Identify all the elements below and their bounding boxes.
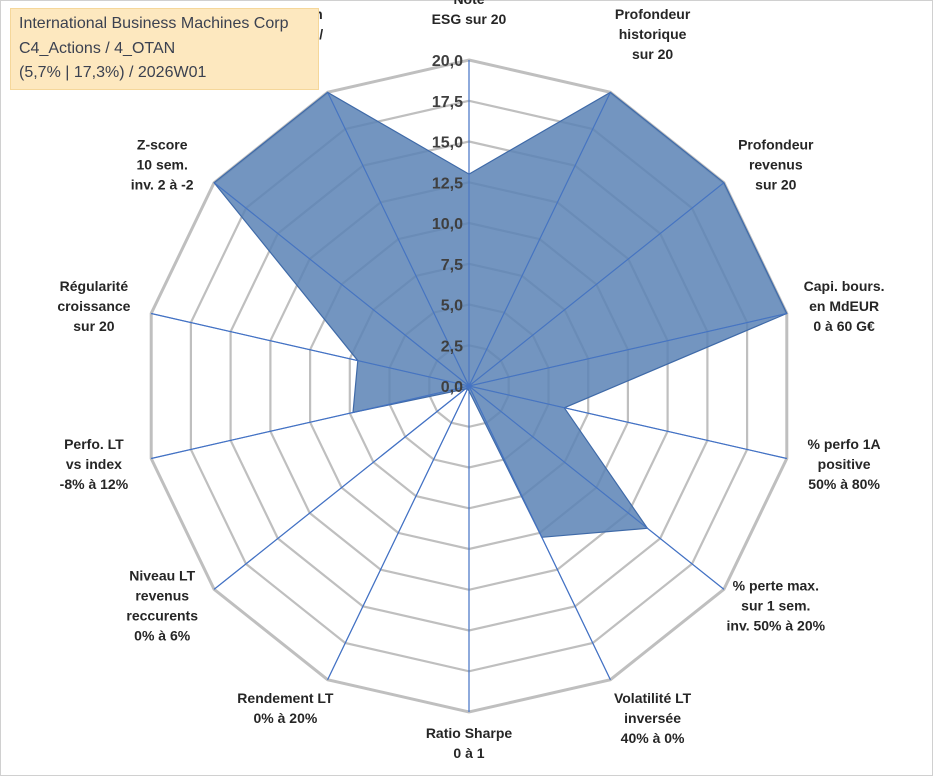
spoke-overlay-6 bbox=[468, 385, 611, 680]
axis-label-8-line-1: 0% à 20% bbox=[253, 710, 317, 726]
axis-label-10-line-0: Perfo. LT bbox=[64, 436, 124, 452]
tick-label-6: 15,0 bbox=[432, 135, 463, 152]
axis-label-11-line-2: sur 20 bbox=[73, 318, 114, 334]
spoke-overlay-10 bbox=[151, 385, 470, 459]
axis-label-0-line-0: Note bbox=[453, 0, 484, 7]
axis-label-12-line-1: 10 sem. bbox=[137, 156, 188, 172]
axis-label-12: Z-score 10 sem. inv. 2 à -2 bbox=[131, 136, 194, 192]
spoke-overlay-4 bbox=[468, 385, 787, 459]
tick-label-1: 2,5 bbox=[441, 338, 463, 355]
axis-label-3-line-2: 0 à 60 G€ bbox=[813, 318, 875, 334]
axis-label-9: Niveau LT revenus reccurents 0% à 6% bbox=[126, 568, 198, 644]
axis-label-10: Perfo. LT vs index -8% à 12% bbox=[60, 436, 129, 492]
axis-label-7: Ratio Sharpe 0 à 1 bbox=[426, 725, 513, 761]
axis-label-11-line-0: Régularité bbox=[60, 278, 129, 294]
axis-label-4-line-2: 50% à 80% bbox=[808, 476, 880, 492]
tick-label-3: 7,5 bbox=[441, 257, 463, 274]
performance-label: (5,7% | 17,3%) / 2026W01 bbox=[19, 64, 207, 81]
axis-label-12-line-0: Z-score bbox=[137, 136, 188, 152]
axis-label-0-line-1: ESG sur 20 bbox=[432, 11, 507, 27]
axis-label-5-line-2: inv. 50% à 20% bbox=[727, 618, 826, 634]
radar-spokes-overlay bbox=[151, 60, 787, 712]
radar-series bbox=[213, 91, 788, 538]
axis-label-9-line-2: reccurents bbox=[126, 608, 198, 624]
axis-label-1-line-2: sur 20 bbox=[632, 46, 673, 62]
axis-label-3-line-1: en MdEUR bbox=[809, 298, 879, 314]
axis-label-7-line-0: Ratio Sharpe bbox=[426, 725, 513, 741]
spoke-overlay-12 bbox=[213, 182, 470, 387]
radial-tick-labels: 0,0 2,5 5,0 7,5 10,0 12,5 15,0 17,5 20,0 bbox=[432, 53, 463, 396]
axis-label-11: Régularité croissance sur 20 bbox=[57, 278, 130, 334]
axis-label-1-line-0: Profondeur bbox=[615, 6, 691, 22]
info-box: International Business Machines Corp C4_… bbox=[10, 8, 319, 90]
axis-label-4-line-1: positive bbox=[818, 456, 871, 472]
axis-label-2-line-0: Profondeur bbox=[738, 136, 814, 152]
tick-label-5: 12,5 bbox=[432, 175, 463, 192]
tick-label-4: 10,0 bbox=[432, 216, 463, 233]
axis-label-11-line-1: croissance bbox=[57, 298, 130, 314]
axis-label-2-line-1: revenus bbox=[749, 156, 803, 172]
axis-label-0: Note ESG sur 20 bbox=[432, 0, 507, 27]
spoke-overlay-2 bbox=[468, 182, 725, 387]
spoke-overlay-11 bbox=[151, 313, 470, 387]
axis-label-10-line-2: -8% à 12% bbox=[60, 476, 129, 492]
spoke-overlay-5 bbox=[468, 385, 725, 590]
axis-label-6: Volatilité LT inversée 40% à 0% bbox=[614, 690, 692, 746]
axis-label-8: Rendement LT 0% à 20% bbox=[237, 690, 334, 726]
axis-label-9-line-1: revenus bbox=[135, 588, 189, 604]
axis-label-2-line-2: sur 20 bbox=[755, 176, 796, 192]
axis-label-3-line-0: Capi. bours. bbox=[804, 278, 885, 294]
series-area-0 bbox=[213, 91, 788, 538]
tick-label-2: 5,0 bbox=[441, 298, 463, 315]
company-name: International Business Machines Corp bbox=[19, 15, 289, 32]
category-label: C4_Actions / 4_OTAN bbox=[19, 40, 176, 57]
axis-label-9-line-0: Niveau LT bbox=[129, 568, 195, 584]
axis-label-5-line-0: % perte max. bbox=[733, 578, 819, 594]
axis-label-9-line-3: 0% à 6% bbox=[134, 628, 191, 644]
spoke-overlay-13 bbox=[327, 92, 470, 387]
axis-label-6-line-0: Volatilité LT bbox=[614, 690, 692, 706]
axis-label-4-line-0: % perfo 1A bbox=[808, 436, 881, 452]
axis-label-4: % perfo 1A positive 50% à 80% bbox=[808, 436, 881, 492]
axis-label-5: % perte max. sur 1 sem. inv. 50% à 20% bbox=[727, 578, 826, 634]
axis-label-6-line-1: inversée bbox=[624, 710, 681, 726]
spoke-overlay-8 bbox=[327, 385, 470, 680]
spoke-overlay-9 bbox=[213, 385, 470, 590]
axis-label-3: Capi. bours. en MdEUR 0 à 60 G€ bbox=[804, 278, 885, 334]
axis-label-6-line-2: 40% à 0% bbox=[621, 730, 685, 746]
spoke-overlay-3 bbox=[468, 313, 787, 387]
axis-label-8-line-0: Rendement LT bbox=[237, 690, 334, 706]
tick-label-8: 20,0 bbox=[432, 53, 463, 70]
axis-label-5-line-1: sur 1 sem. bbox=[741, 598, 810, 614]
tick-label-0: 0,0 bbox=[441, 379, 463, 396]
tick-label-7: 17,5 bbox=[432, 94, 463, 111]
axis-label-2: Profondeur revenus sur 20 bbox=[738, 136, 814, 192]
axis-label-1: Profondeur historique sur 20 bbox=[615, 6, 691, 62]
axis-label-12-line-2: inv. 2 à -2 bbox=[131, 176, 194, 192]
axis-label-7-line-1: 0 à 1 bbox=[453, 745, 484, 761]
spoke-overlay-1 bbox=[468, 92, 611, 387]
axis-label-1-line-1: historique bbox=[619, 26, 687, 42]
axis-label-10-line-1: vs index bbox=[66, 456, 122, 472]
